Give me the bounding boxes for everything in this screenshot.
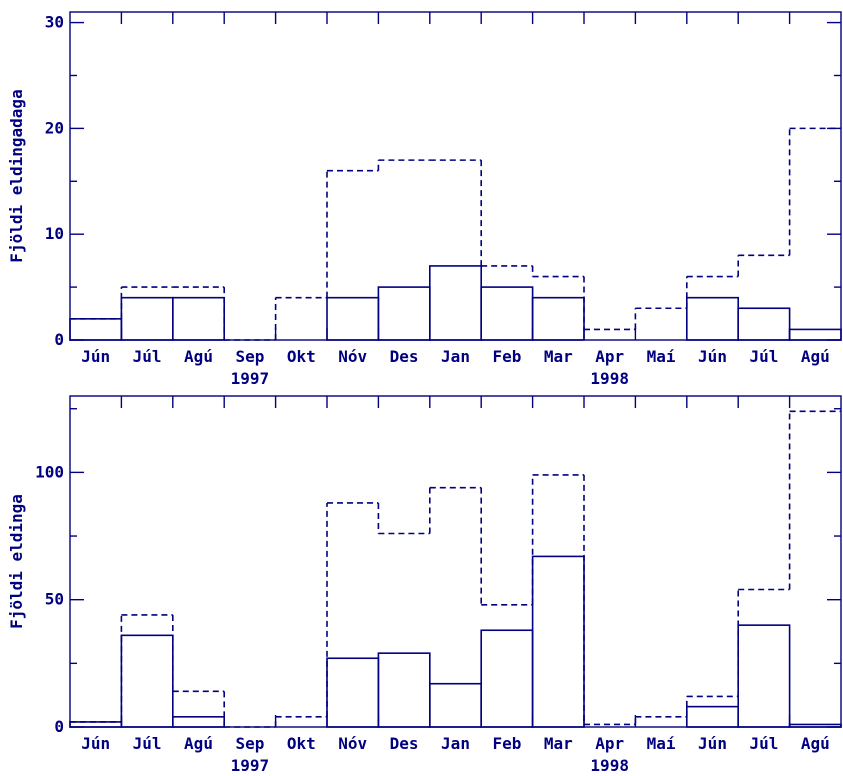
panel1-plot-frame: [69, 11, 842, 341]
panel1-year-label: 1997: [231, 369, 270, 388]
panel1-bar-jan: [428, 265, 482, 341]
panel2-x-tick-label: Jún: [698, 734, 727, 753]
panel2-bar-jún: [685, 705, 739, 728]
panel1-bar-des: [377, 286, 431, 341]
panel2-bar-mar: [531, 555, 585, 728]
panel2-x-tick-label: Okt: [287, 734, 316, 753]
panel1-y-axis-title: Fjöldi eldingadaga: [7, 89, 26, 262]
panel2-x-tick-label: Apr: [595, 734, 624, 753]
panel2-x-tick-label: Agú: [801, 734, 830, 753]
panel2-x-tick-label: Nóv: [338, 734, 367, 753]
panel2-year-label: 1998: [590, 756, 629, 775]
panel2-x-tick-label: Feb: [492, 734, 521, 753]
panel1-bar-nóv: [326, 296, 380, 341]
panel2-bar-nóv: [326, 657, 380, 728]
panel1-x-tick-label: Jún: [81, 347, 110, 366]
panel1-x-tick-label: Júl: [749, 347, 778, 366]
panel2-y-tick-label: 0: [54, 717, 64, 736]
panel1-x-tick-label: Jan: [441, 347, 470, 366]
panel2-bar-agú: [788, 723, 842, 728]
panel1-x-tick-label: Agú: [801, 347, 830, 366]
panel1-bar-júl: [120, 296, 174, 341]
panel1-x-tick-label: Maí: [647, 347, 676, 366]
panel1-x-tick-label: Nóv: [338, 347, 367, 366]
panel2-x-tick-label: Agú: [184, 734, 213, 753]
panel2-x-tick-label: Maí: [647, 734, 676, 753]
panel2-bar-feb: [480, 629, 534, 728]
panel2-x-tick-label: Jan: [441, 734, 470, 753]
panel2-x-tick-label: Mar: [544, 734, 573, 753]
panel2-year-label: 1997: [231, 756, 270, 775]
panel2-bar-des: [377, 652, 431, 728]
panel2-x-tick-label: Sep: [235, 734, 264, 753]
panel1-bar-jún: [69, 318, 123, 341]
panel2-bar-júl: [737, 624, 791, 728]
panel1-x-tick-label: Apr: [595, 347, 624, 366]
panel1-year-label: 1998: [590, 369, 629, 388]
panel2-bar-agú: [172, 716, 226, 728]
panel2-y-tick-label: 100: [35, 462, 64, 481]
panel1-x-tick-label: Mar: [544, 347, 573, 366]
panel2-y-axis-title: Fjöldi eldinga: [7, 494, 26, 629]
panel1-y-tick-label: 10: [45, 224, 64, 243]
panel1-x-tick-label: Sep: [235, 347, 264, 366]
panel2-bar-júl: [120, 634, 174, 728]
panel1-x-tick-label: Agú: [184, 347, 213, 366]
panel1-bar-jún: [685, 296, 739, 341]
panel2-y-tick-label: 50: [45, 590, 64, 609]
panel1-y-tick-label: 0: [54, 330, 64, 349]
panel2-x-tick-label: Des: [390, 734, 419, 753]
panel2-bar-jan: [428, 682, 482, 728]
panel1-y-tick-label: 30: [45, 13, 64, 32]
panel1-bar-agú: [172, 296, 226, 341]
panel2-x-tick-label: Júl: [133, 734, 162, 753]
panel1-x-tick-label: Des: [390, 347, 419, 366]
panel1-x-tick-label: Jún: [698, 347, 727, 366]
panel1-x-tick-label: Feb: [492, 347, 521, 366]
panel1-x-tick-label: Okt: [287, 347, 316, 366]
panel1-bar-agú: [788, 328, 842, 341]
panel1-bar-júl: [737, 307, 791, 341]
panel1-bar-mar: [531, 296, 585, 341]
panel2-x-tick-label: Júl: [749, 734, 778, 753]
panel1-y-tick-label: 20: [45, 118, 64, 137]
panel2-plot-frame: [69, 395, 842, 728]
panel2-x-tick-label: Jún: [81, 734, 110, 753]
panel1-bar-feb: [480, 286, 534, 341]
panel1-x-tick-label: Júl: [133, 347, 162, 366]
